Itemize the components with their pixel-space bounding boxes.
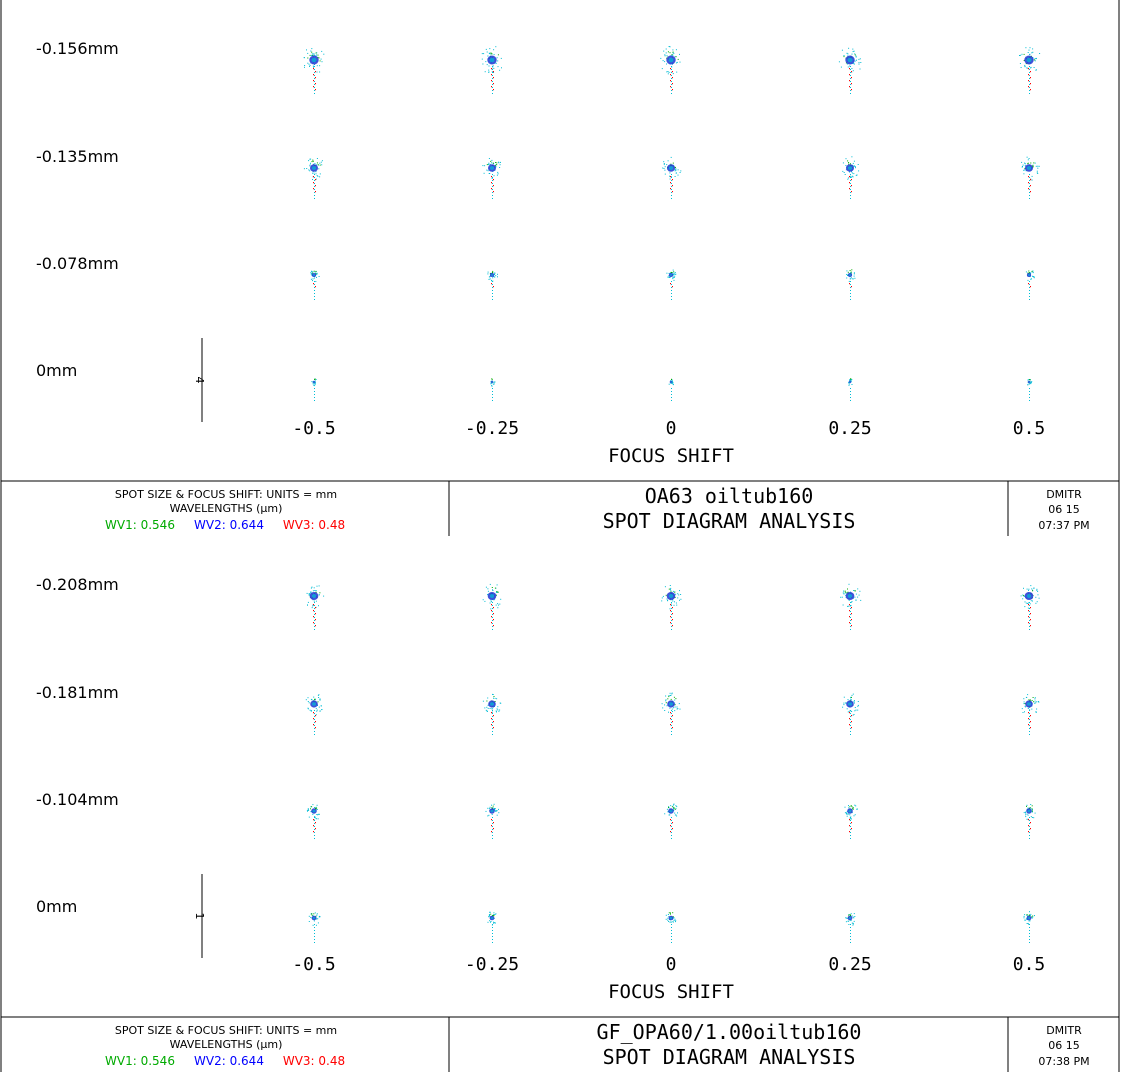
spot-r3-c3	[848, 378, 853, 401]
row-label: -0.078mm	[36, 254, 119, 273]
spot-r2-c2	[666, 269, 677, 300]
spot-diagram-panel-2: -0.208mm -0.181mm -0.104mm 0mm 1 -0.5 -0.25 0 0.…	[0, 536, 1121, 1072]
spot-r2-c3	[844, 804, 858, 839]
chart-subtitle: SPOT DIAGRAM ANALYSIS	[603, 509, 856, 533]
row-label: -0.135mm	[36, 147, 119, 166]
spot-r0-c3	[838, 47, 862, 94]
x-tick-label: -0.25	[465, 418, 519, 439]
spot-r1-c3	[842, 156, 860, 199]
row-label: -0.208mm	[36, 575, 119, 594]
wavelength-legend-entry: WV2: 0.644	[194, 1054, 264, 1068]
units-text: SPOT SIZE & FOCUS SHIFT: UNITS = mm	[115, 1024, 337, 1037]
spot-r2-c1	[485, 803, 500, 839]
spot-r0-c2	[661, 585, 682, 630]
wavelength-legend-entry: WV3: 0.48	[283, 1054, 345, 1068]
wavelength-legend-entry: WV1: 0.546	[105, 518, 175, 532]
stamp-time: 07:37 PM	[1038, 519, 1089, 532]
spot-r2-c2	[664, 803, 678, 839]
spot-r2-c4	[1025, 270, 1035, 300]
scale-bar-label: 1	[193, 913, 206, 920]
x-axis-label: FOCUS SHIFT	[608, 981, 734, 1003]
row-label: -0.181mm	[36, 683, 119, 702]
chart-title: GF_OPA60/1.00oiltub160	[597, 1020, 862, 1044]
spot-r3-c1	[487, 911, 497, 943]
spot-r0-c2	[660, 46, 681, 94]
spot-r2-c3	[846, 269, 856, 300]
spot-r0-c0	[303, 48, 325, 94]
x-tick-label: 0	[666, 954, 677, 975]
row-label: -0.104mm	[36, 790, 119, 809]
stamp-user: DMITR	[1046, 488, 1082, 501]
chart-title: OA63 oiltub160	[645, 484, 814, 508]
spot-r0-c4	[1020, 585, 1040, 630]
spot-r1-c2	[661, 692, 681, 735]
spot-r2-c0	[306, 804, 320, 839]
x-tick-label: -0.5	[292, 954, 335, 975]
spot-diagram-chart-1: -0.156mm -0.135mm -0.078mm 0mm 4 -0.5 -0.25 0 0.…	[0, 0, 1120, 536]
units-text: SPOT SIZE & FOCUS SHIFT: UNITS = mm	[115, 488, 337, 501]
spot-r1-c1	[482, 693, 502, 735]
x-axis-label: FOCUS SHIFT	[608, 445, 734, 467]
spot-r1-c3	[842, 693, 859, 735]
spot-r3-c2	[668, 378, 674, 401]
x-tick-label: 0.25	[828, 418, 871, 439]
x-tick-label: 0.5	[1013, 418, 1046, 439]
spot-diagram-panel-1: -0.156mm -0.135mm -0.078mm 0mm 4 -0.5 -0.25 0 0.…	[0, 0, 1120, 536]
stamp-time: 07:38 PM	[1038, 1055, 1089, 1068]
row-label: 0mm	[36, 361, 77, 380]
spot-r1-c0	[305, 694, 323, 735]
spot-r1-c4	[1021, 694, 1040, 735]
x-tick-label: 0	[666, 418, 677, 439]
spot-r1-c0	[303, 158, 323, 199]
row-label: -0.156mm	[36, 39, 119, 58]
spot-r0-c4	[1019, 47, 1041, 94]
x-tick-label: -0.25	[465, 954, 519, 975]
spot-r2-c1	[487, 270, 498, 300]
x-tick-label: 0.25	[828, 954, 871, 975]
x-tick-label: 0.5	[1013, 954, 1046, 975]
spot-r0-c0	[306, 585, 325, 630]
spot-r3-c0	[311, 378, 317, 401]
spot-r3-c2	[665, 912, 677, 943]
scale-bar-label: 4	[193, 377, 206, 384]
spot-r1-c1	[482, 158, 501, 199]
wavelengths-heading: WAVELENGTHS (μm)	[170, 1038, 283, 1051]
stamp-date: 06 15	[1048, 1039, 1080, 1052]
spot-r0-c1	[481, 46, 502, 94]
wavelength-legend-entry: WV1: 0.546	[105, 1054, 175, 1068]
spot-r3-c1	[490, 378, 496, 401]
spot-r3-c3	[845, 913, 856, 943]
spot-diagram-chart-2: -0.208mm -0.181mm -0.104mm 0mm 1 -0.5 -0.25 0 0.…	[0, 536, 1120, 1072]
spot-r3-c4	[1023, 911, 1035, 943]
row-label: 0mm	[36, 897, 77, 916]
stamp-user: DMITR	[1046, 1024, 1082, 1037]
spot-r1-c4	[1021, 156, 1040, 199]
wavelength-legend-entry: WV3: 0.48	[283, 518, 345, 532]
wavelength-legend-entry: WV2: 0.644	[194, 518, 264, 532]
x-tick-label: -0.5	[292, 418, 335, 439]
stamp-date: 06 15	[1048, 503, 1080, 516]
spot-r0-c1	[482, 583, 502, 630]
wavelengths-heading: WAVELENGTHS (μm)	[170, 502, 283, 515]
spot-r1-c2	[662, 156, 682, 199]
spot-r2-c4	[1023, 804, 1036, 839]
spot-r2-c0	[310, 270, 320, 300]
spot-r3-c0	[308, 912, 321, 943]
spot-r3-c4	[1027, 379, 1033, 401]
spot-r0-c3	[840, 583, 862, 630]
chart-subtitle: SPOT DIAGRAM ANALYSIS	[603, 1045, 856, 1069]
